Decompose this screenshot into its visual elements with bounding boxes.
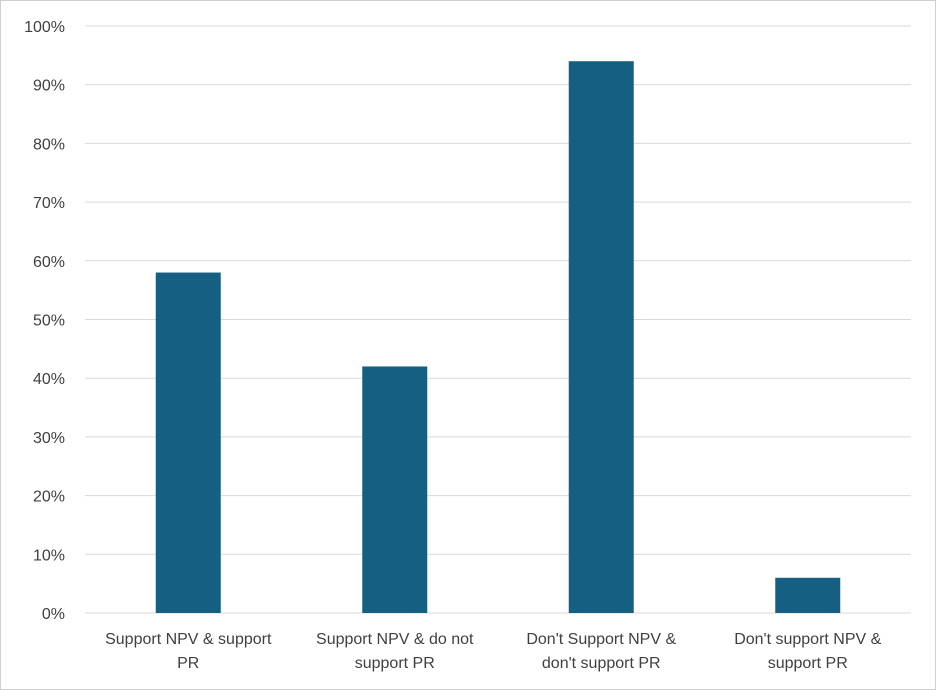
y-axis-ticks: 0% 10% 20% 30% 40% 50% 60% 70% 80% 90% 100% bbox=[24, 19, 65, 623]
y-tick-label: 70% bbox=[33, 195, 65, 212]
gridlines bbox=[85, 25, 911, 614]
x-category-label: Support NPV & do not support PR bbox=[316, 631, 474, 672]
y-tick-label: 60% bbox=[33, 254, 65, 271]
bar-3 bbox=[568, 61, 634, 614]
y-tick-label: 0% bbox=[42, 606, 65, 623]
bar-2 bbox=[362, 366, 428, 613]
y-tick-label: 80% bbox=[33, 136, 65, 153]
bar-4 bbox=[775, 577, 841, 613]
x-axis-labels: Support NPV & support PR Support NPV & do … bbox=[105, 631, 882, 672]
x-category-label: Support NPV & support PR bbox=[105, 631, 272, 672]
y-tick-label: 20% bbox=[33, 489, 65, 506]
y-tick-label: 50% bbox=[33, 313, 65, 330]
y-tick-label: 10% bbox=[33, 547, 65, 564]
y-tick-label: 90% bbox=[33, 78, 65, 95]
bars bbox=[155, 61, 841, 614]
y-tick-label: 40% bbox=[33, 371, 65, 388]
x-category-label: Don't support NPV & support PR bbox=[734, 631, 881, 672]
y-tick-label: 100% bbox=[24, 19, 65, 36]
x-category-label: Don't Support NPV & don't support PR bbox=[526, 631, 676, 672]
bar-1 bbox=[155, 272, 221, 613]
y-tick-label: 30% bbox=[33, 430, 65, 447]
